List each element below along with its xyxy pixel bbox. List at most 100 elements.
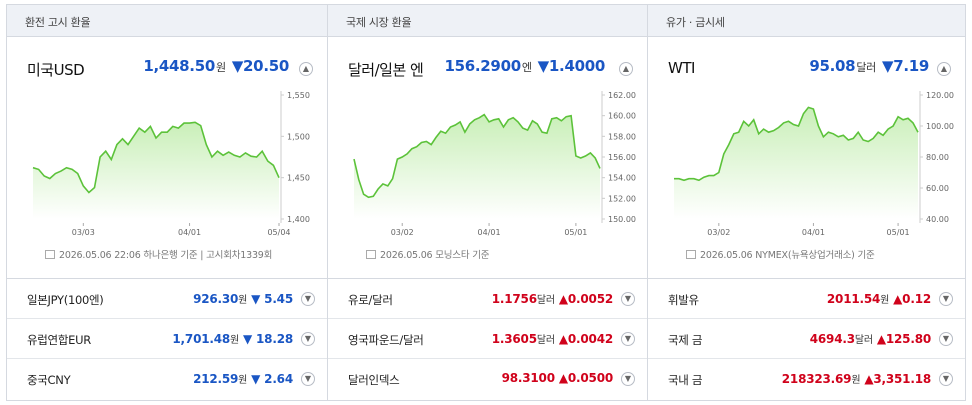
quote-row-name[interactable]: 일본JPY(100엔) <box>27 293 104 307</box>
x-tick-label: 05/01 <box>887 228 910 237</box>
quote-row-number: 212.59 <box>193 372 239 386</box>
expand-icon[interactable]: ▼ <box>621 292 635 306</box>
collapse-icon[interactable]: ▲ <box>619 62 633 76</box>
y-tick-label: 150.00 <box>608 215 636 224</box>
quote-row-name[interactable]: 국제 금 <box>668 333 703 347</box>
quote-row-value: 1.3605달러 ▲0.0042 <box>492 331 613 346</box>
main-quote-value: 156.2900 <box>444 57 521 75</box>
quote-row-value: 4694.3달러 ▲125.80 <box>810 331 931 346</box>
main-quote-name[interactable]: 미국USD <box>27 61 85 79</box>
quote-row-unit: 원 <box>230 335 240 346</box>
quote-row-number: 2011.54 <box>826 292 881 306</box>
panel-tab[interactable]: 환전 고시 환율 <box>7 5 327 37</box>
chart-area-fill <box>354 114 600 219</box>
quote-row-name[interactable]: 중국CNY <box>27 373 71 387</box>
x-tick-label: 04/01 <box>178 228 201 237</box>
quote-row[interactable]: 달러인덱스 98.3100 ▲0.0500 ▼ <box>328 359 647 399</box>
main-quote-change: ▼20.50 <box>231 57 289 75</box>
main-quote-name[interactable]: 달러/일본 엔 <box>348 61 424 79</box>
quote-row[interactable]: 국제 금 4694.3달러 ▲125.80 ▼ <box>648 319 965 359</box>
y-tick-label: 160.00 <box>608 112 636 121</box>
expand-icon[interactable]: ▼ <box>621 372 635 386</box>
main-quote-price: 156.2900엔 ▼1.4000 <box>444 57 605 75</box>
document-icon <box>45 250 55 259</box>
main-quote-unit: 달러 <box>856 61 876 74</box>
quote-row-change: ▲3,351.18 <box>864 372 931 386</box>
quote-row-value: 2011.54원 ▲0.12 <box>827 291 931 306</box>
price-chart: 120.00 100.00 80.00 60.00 40.00 03/02 04/01 05/… <box>674 91 954 237</box>
collapse-icon[interactable]: ▲ <box>299 62 313 76</box>
x-tick-label: 03/03 <box>72 228 95 237</box>
y-tick-label: 152.00 <box>608 194 636 203</box>
quote-row-unit: 달러 <box>536 295 555 306</box>
collapse-icon[interactable]: ▲ <box>937 62 951 76</box>
chart-area-fill <box>674 107 918 219</box>
price-chart: 162.00 160.00 158.00 156.00 154.00 152.00 150.… <box>353 91 636 237</box>
source-text: 2026.05.06 NYMEX(뉴욕상업거래소) 기준 <box>700 250 875 261</box>
quote-row-name[interactable]: 국내 금 <box>668 373 703 387</box>
chart-series-line <box>353 113 601 199</box>
quote-row-unit: 원 <box>880 295 890 306</box>
quote-row-number: 1.3605 <box>491 332 537 346</box>
quote-row[interactable]: 유럽연합EUR 1,701.48원 ▼ 18.28 ▼ <box>7 319 327 359</box>
quote-row[interactable]: 유로/달러 1.1756달러 ▲0.0052 ▼ <box>328 279 647 319</box>
quote-row-value: 1.1756달러 ▲0.0052 <box>492 291 613 306</box>
expand-icon[interactable]: ▼ <box>939 372 953 386</box>
exchange-widget: 환전 고시 환율 미국USD 1,448.50원 ▼20.50 ▲ 1,550 1,… <box>6 4 966 401</box>
quote-row-unit: 달러 <box>854 335 873 346</box>
y-tick-label: 100.00 <box>926 122 954 131</box>
y-tick-label: 120.00 <box>926 91 954 100</box>
panel-tab[interactable]: 국제 시장 환율 <box>328 5 647 37</box>
main-quote-name[interactable]: WTI <box>668 59 695 77</box>
expand-icon[interactable]: ▼ <box>301 372 315 386</box>
quote-row[interactable]: 일본JPY(100엔) 926.30원 ▼ 5.45 ▼ <box>7 279 327 319</box>
expand-icon[interactable]: ▼ <box>939 292 953 306</box>
panel-international-market: 국제 시장 환율 달러/일본 엔 156.2900엔 ▼1.4000 ▲ 162.… <box>327 5 647 400</box>
quote-row-unit: 원 <box>238 375 248 386</box>
quote-row[interactable]: 중국CNY 212.59원 ▼ 2.64 ▼ <box>7 359 327 399</box>
y-tick-label: 162.00 <box>608 91 636 100</box>
panel-oil-gold: 유가 · 금시세 WTI 95.08달러 ▼7.19 ▲ 120.00 100.00… <box>647 5 965 400</box>
quote-row-name[interactable]: 휘발유 <box>668 293 699 307</box>
expand-icon[interactable]: ▼ <box>301 292 315 306</box>
quote-list: 휘발유 2011.54원 ▲0.12 ▼ 국제 금 4694.3달러 ▲125.80 ▼ 국내 … <box>648 279 965 399</box>
quote-row-change: ▲0.0500 <box>558 371 613 385</box>
y-tick-label: 158.00 <box>608 132 636 141</box>
source-text: 2026.05.06 모닝스타 기준 <box>380 250 490 261</box>
expand-icon[interactable]: ▼ <box>939 332 953 346</box>
x-tick-label: 04/01 <box>802 228 825 237</box>
y-tick-label: 154.00 <box>608 174 636 183</box>
quote-row[interactable]: 영국파운드/달러 1.3605달러 ▲0.0042 ▼ <box>328 319 647 359</box>
quote-row-name[interactable]: 유럽연합EUR <box>27 333 91 347</box>
expand-icon[interactable]: ▼ <box>301 332 315 346</box>
x-tick-label: 05/04 <box>267 228 290 237</box>
quote-row-value: 926.30원 ▼ 5.45 <box>193 291 293 306</box>
main-quote-value: 95.08 <box>809 57 856 75</box>
quote-row-change: ▲0.0052 <box>558 292 613 306</box>
main-quote-unit: 원 <box>215 61 226 74</box>
panel-exchange-notice: 환전 고시 환율 미국USD 1,448.50원 ▼20.50 ▲ 1,550 1,… <box>7 5 327 400</box>
price-chart: 1,550 1,500 1,450 1,400 03/03 04/01 05/04 <box>32 91 310 237</box>
y-tick-label: 80.00 <box>926 153 949 162</box>
quote-row-name[interactable]: 유로/달러 <box>348 293 393 307</box>
quote-row[interactable]: 휘발유 2011.54원 ▲0.12 ▼ <box>648 279 965 319</box>
main-quote-change: ▼1.4000 <box>537 57 606 75</box>
main-quote: WTI 95.08달러 ▼7.19 ▲ 120.00 100.00 80.00 60.0… <box>648 37 965 279</box>
main-quote-change: ▼7.19 <box>881 57 929 75</box>
quote-row-number: 1.1756 <box>491 292 537 306</box>
source-text: 2026.05.06 22:06 하나은행 기준 | 고시회차1339회 <box>59 250 273 261</box>
quote-row[interactable]: 국내 금 218323.69원 ▲3,351.18 ▼ <box>648 359 965 399</box>
main-quote: 달러/일본 엔 156.2900엔 ▼1.4000 ▲ 162.00 160.00 1… <box>328 37 647 279</box>
quote-row-name[interactable]: 달러인덱스 <box>348 373 400 387</box>
quote-row-change: ▼ 18.28 <box>243 332 293 346</box>
x-tick-label: 04/01 <box>478 228 501 237</box>
quote-row-name[interactable]: 영국파운드/달러 <box>348 333 424 347</box>
expand-icon[interactable]: ▼ <box>621 332 635 346</box>
chart-series-line <box>674 106 919 182</box>
y-tick-label: 60.00 <box>926 184 949 193</box>
x-tick-label: 05/01 <box>564 228 587 237</box>
panel-tab[interactable]: 유가 · 금시세 <box>648 5 965 37</box>
quote-row-number: 98.3100 <box>501 371 555 385</box>
x-tick-label: 03/02 <box>391 228 414 237</box>
quote-row-number: 4694.3 <box>809 332 855 346</box>
